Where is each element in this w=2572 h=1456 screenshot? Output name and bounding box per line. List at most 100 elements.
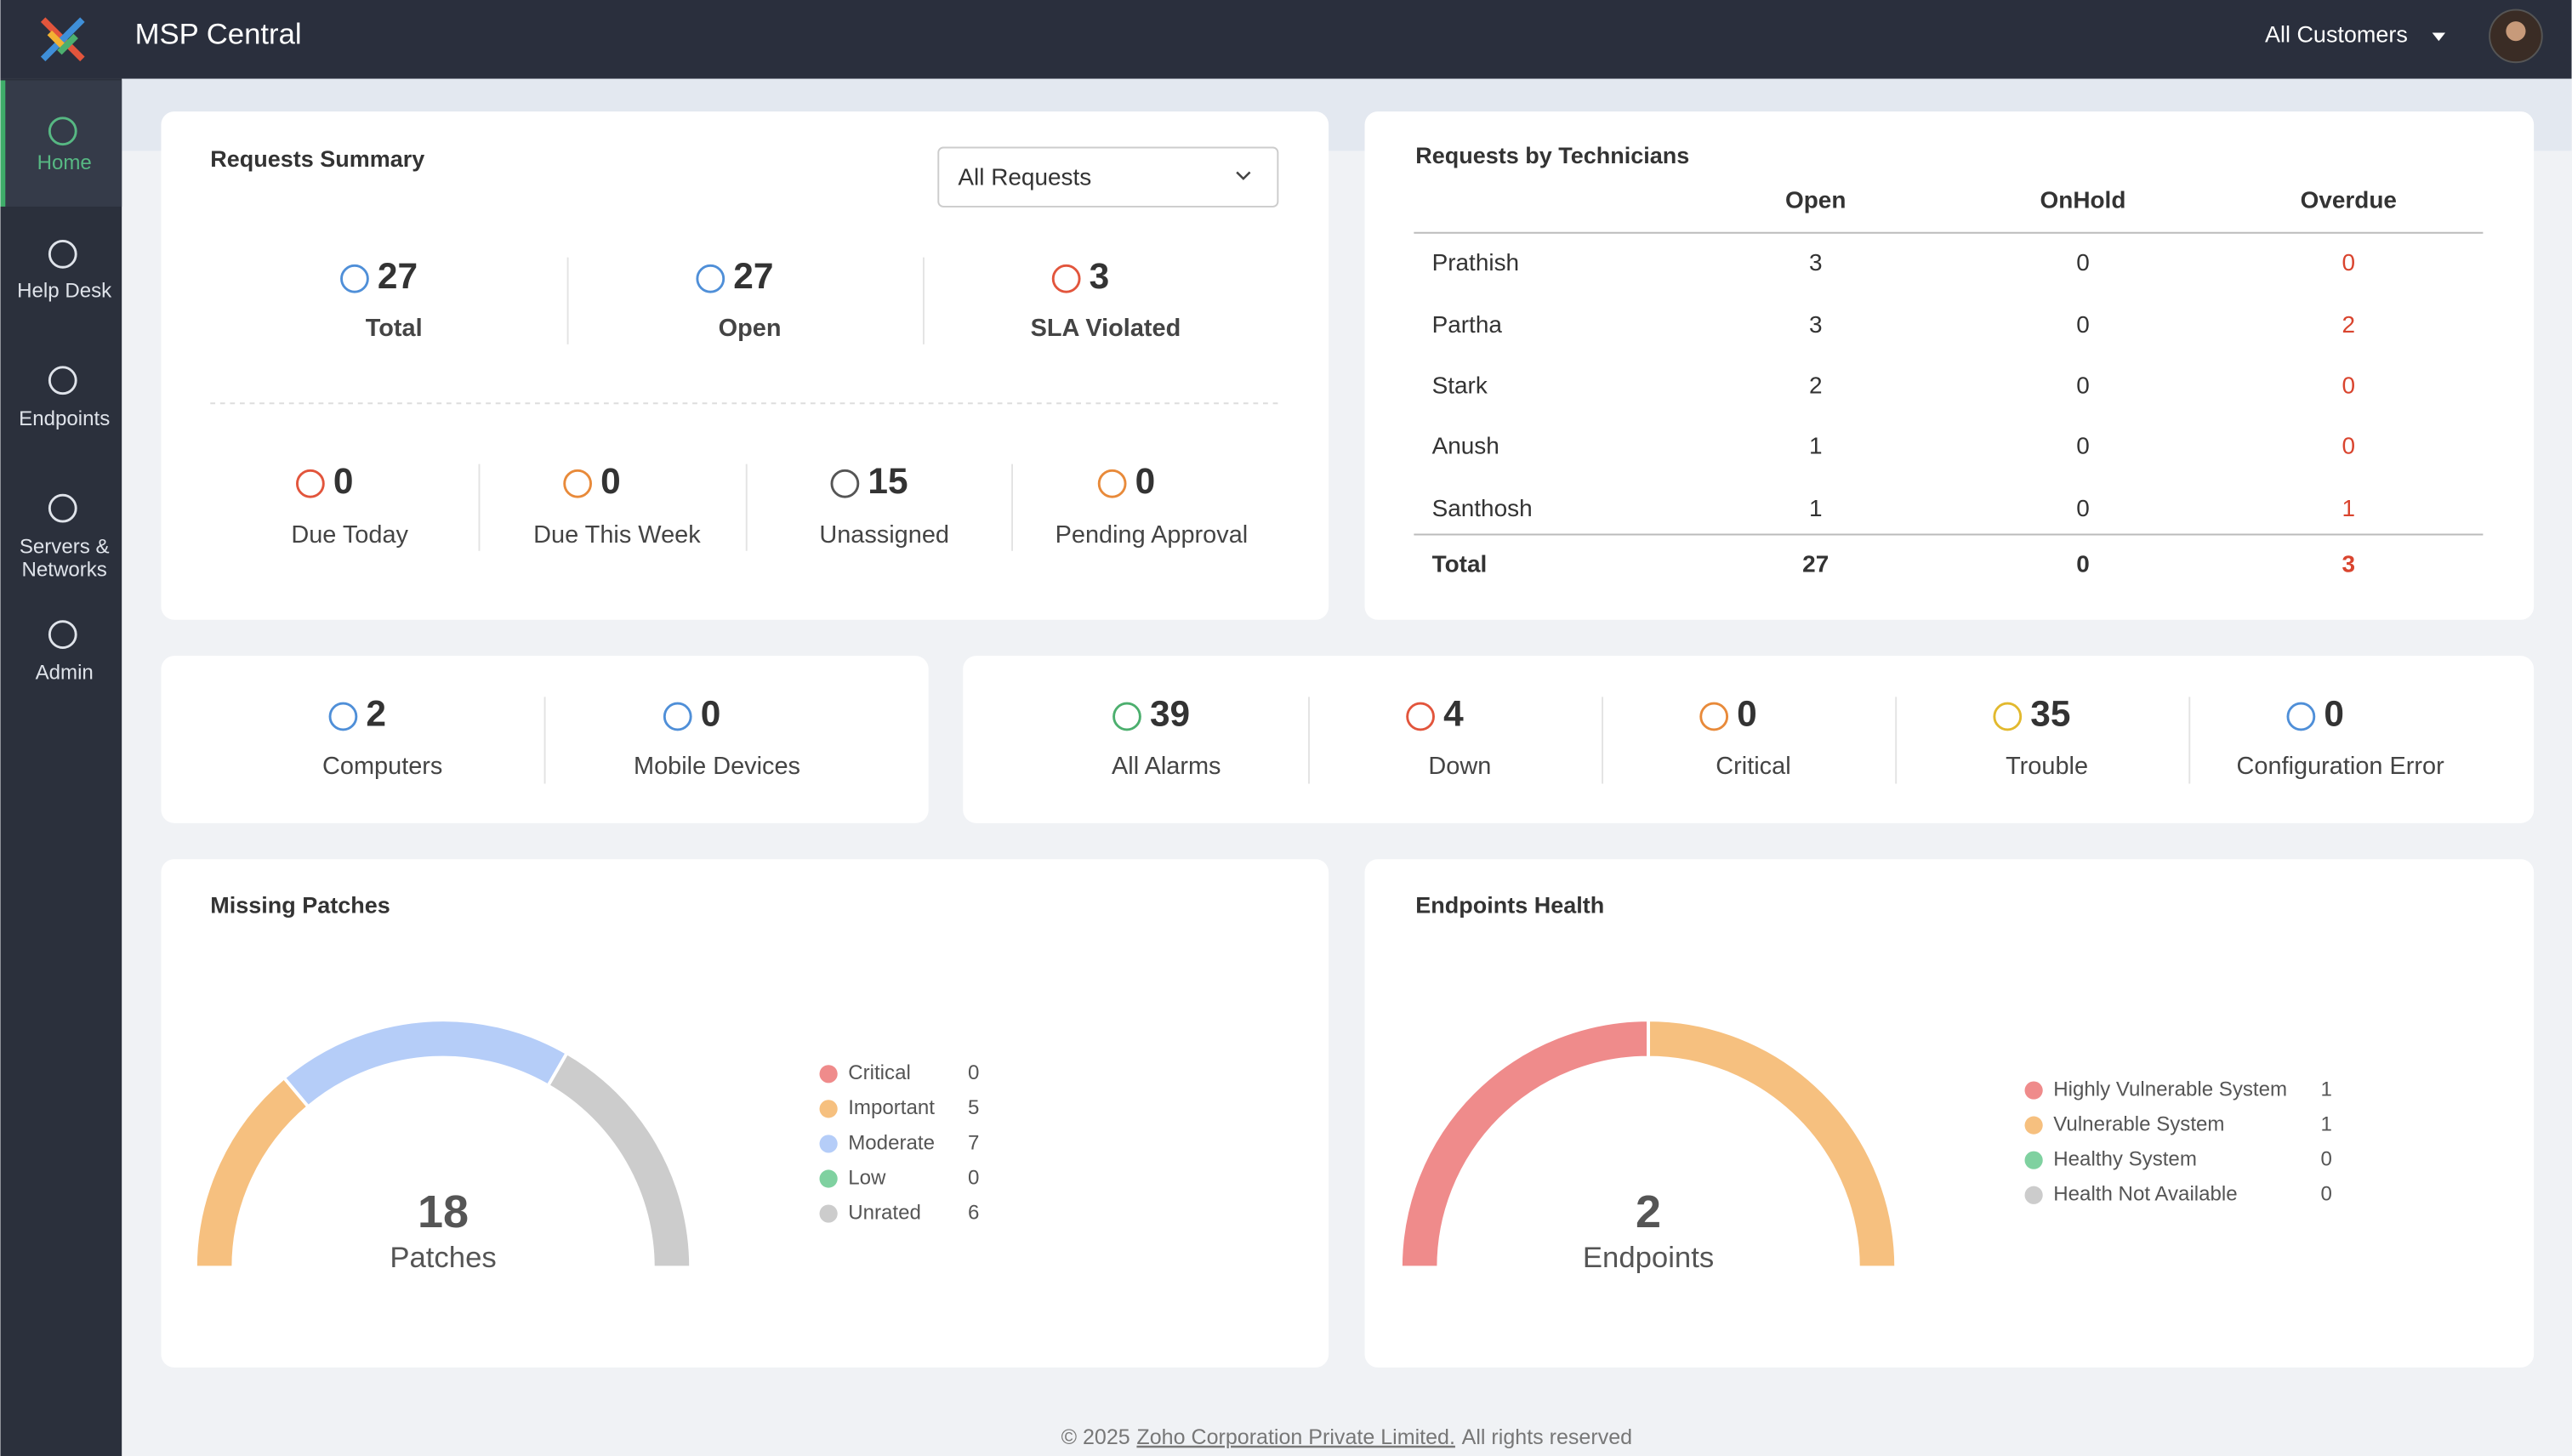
footer: © 2025 Zoho Corporation Private Limited. A… <box>1061 1425 1633 1448</box>
stat-label: Unassigned <box>819 521 949 549</box>
row-name: Stark <box>1432 372 1488 398</box>
nav-icon[interactable] <box>48 620 77 649</box>
stat-value: 0 <box>1135 461 1156 501</box>
stat-label: Critical <box>1716 753 1790 780</box>
legend-value: 6 <box>968 1201 979 1224</box>
legend-label: Moderate <box>848 1131 935 1154</box>
row-name: Anush <box>1432 433 1499 459</box>
filter-value: All Requests <box>958 164 1091 191</box>
legend-value: 1 <box>2321 1112 2332 1135</box>
center-value: 2 <box>1636 1186 1661 1237</box>
nav-icon[interactable] <box>48 493 77 523</box>
legend-label: Low <box>848 1166 886 1189</box>
cell: 3 <box>1809 311 1823 338</box>
column-header: Open <box>1785 187 1846 213</box>
dropdown-chevron <box>1236 171 1251 180</box>
cell: 3 <box>1809 249 1823 276</box>
stat-icon <box>340 264 369 293</box>
header <box>0 0 2572 79</box>
legend-value: 0 <box>2321 1148 2332 1171</box>
card <box>1364 111 2535 620</box>
stat-label: Due Today <box>291 521 408 549</box>
legend-value: 1 <box>2321 1078 2332 1101</box>
customer-selector[interactable]: All Customers <box>2265 22 2408 48</box>
legend-label: Critical <box>848 1061 911 1084</box>
cell: 0 <box>2076 495 2090 521</box>
stat-value: 35 <box>2030 694 2070 734</box>
nav-label: Servers & <box>20 535 110 558</box>
nav-icon[interactable] <box>48 117 77 146</box>
center-label: Patches <box>390 1242 496 1274</box>
cell: 0 <box>2342 249 2356 276</box>
stat-icon <box>563 469 593 498</box>
filter-dropdown[interactable] <box>937 146 1279 208</box>
center-value: 18 <box>418 1186 469 1237</box>
donut-segment <box>545 1050 693 1270</box>
stat-value: 0 <box>701 694 721 734</box>
stat-value: 0 <box>1737 694 1757 734</box>
row-name: Total <box>1432 551 1488 577</box>
stat-value: 3 <box>1090 256 1110 296</box>
nav-icon[interactable] <box>48 366 77 395</box>
stat-value: 39 <box>1150 694 1190 734</box>
legend-label: Unrated <box>848 1201 921 1224</box>
active-indicator <box>0 80 6 207</box>
legend-swatch <box>2024 1116 2043 1135</box>
cell: 0 <box>2076 372 2090 398</box>
nav-label: Endpoints <box>19 407 110 430</box>
cell: 0 <box>2342 372 2356 398</box>
legend-value: 0 <box>968 1166 979 1189</box>
row-name: Santhosh <box>1432 495 1533 521</box>
footer-link[interactable]: Zoho Corporation Private Limited. <box>1136 1425 1455 1448</box>
stat-label: SLA Violated <box>1031 315 1181 342</box>
cell: 1 <box>1809 495 1823 521</box>
cell: 1 <box>2342 495 2356 521</box>
stat-label: Pending Approval <box>1056 521 1249 549</box>
stat-icon <box>1051 264 1081 293</box>
stat-icon <box>2286 702 2316 731</box>
stat-value: 0 <box>333 461 354 501</box>
stat-icon <box>328 702 358 731</box>
stat-value: 0 <box>600 461 621 501</box>
stat-label: Configuration Error <box>2237 753 2445 780</box>
chart-title: Endpoints Health <box>1415 892 1604 918</box>
cell: 0 <box>2076 433 2090 459</box>
stat-value: 4 <box>1443 694 1464 734</box>
cell: 1 <box>1809 433 1823 459</box>
cell: 0 <box>2342 433 2356 459</box>
card <box>963 656 2535 823</box>
legend-swatch <box>819 1100 838 1118</box>
stat-icon <box>296 469 325 498</box>
app-title: MSP Central <box>135 19 302 51</box>
cell: 3 <box>2342 551 2356 577</box>
card <box>161 859 1329 1368</box>
nav-icon[interactable] <box>48 239 77 269</box>
legend-swatch <box>819 1204 838 1223</box>
card <box>1364 859 2535 1368</box>
legend-swatch <box>2024 1186 2043 1204</box>
card-title: Requests by Technicians <box>1415 143 1689 168</box>
stat-value: 0 <box>2324 694 2344 734</box>
stat-value: 27 <box>733 256 773 296</box>
cell: 2 <box>1809 372 1823 398</box>
sidebar <box>0 78 122 1456</box>
stat-icon <box>1699 702 1729 731</box>
cell: 27 <box>1802 551 1829 577</box>
nav-label: Help Desk <box>17 280 112 303</box>
stat-icon <box>830 469 860 498</box>
stat-label: Due This Week <box>533 521 701 549</box>
legend-value: 0 <box>968 1061 979 1084</box>
nav-label: Networks <box>22 558 107 581</box>
logo <box>40 17 85 62</box>
stat-label: Trouble <box>2006 753 2088 780</box>
legend-label: Vulnerable System <box>2053 1112 2224 1135</box>
caret[interactable] <box>2432 32 2446 42</box>
stat-icon <box>1406 702 1435 731</box>
donut-segment <box>1647 1018 1898 1270</box>
cell: 2 <box>2342 311 2356 338</box>
legend-swatch <box>2024 1151 2043 1169</box>
cell: 0 <box>2076 249 2090 276</box>
legend-label: Healthy System <box>2053 1148 2197 1171</box>
stat-label: Total <box>366 315 423 342</box>
legend-swatch <box>819 1065 838 1083</box>
